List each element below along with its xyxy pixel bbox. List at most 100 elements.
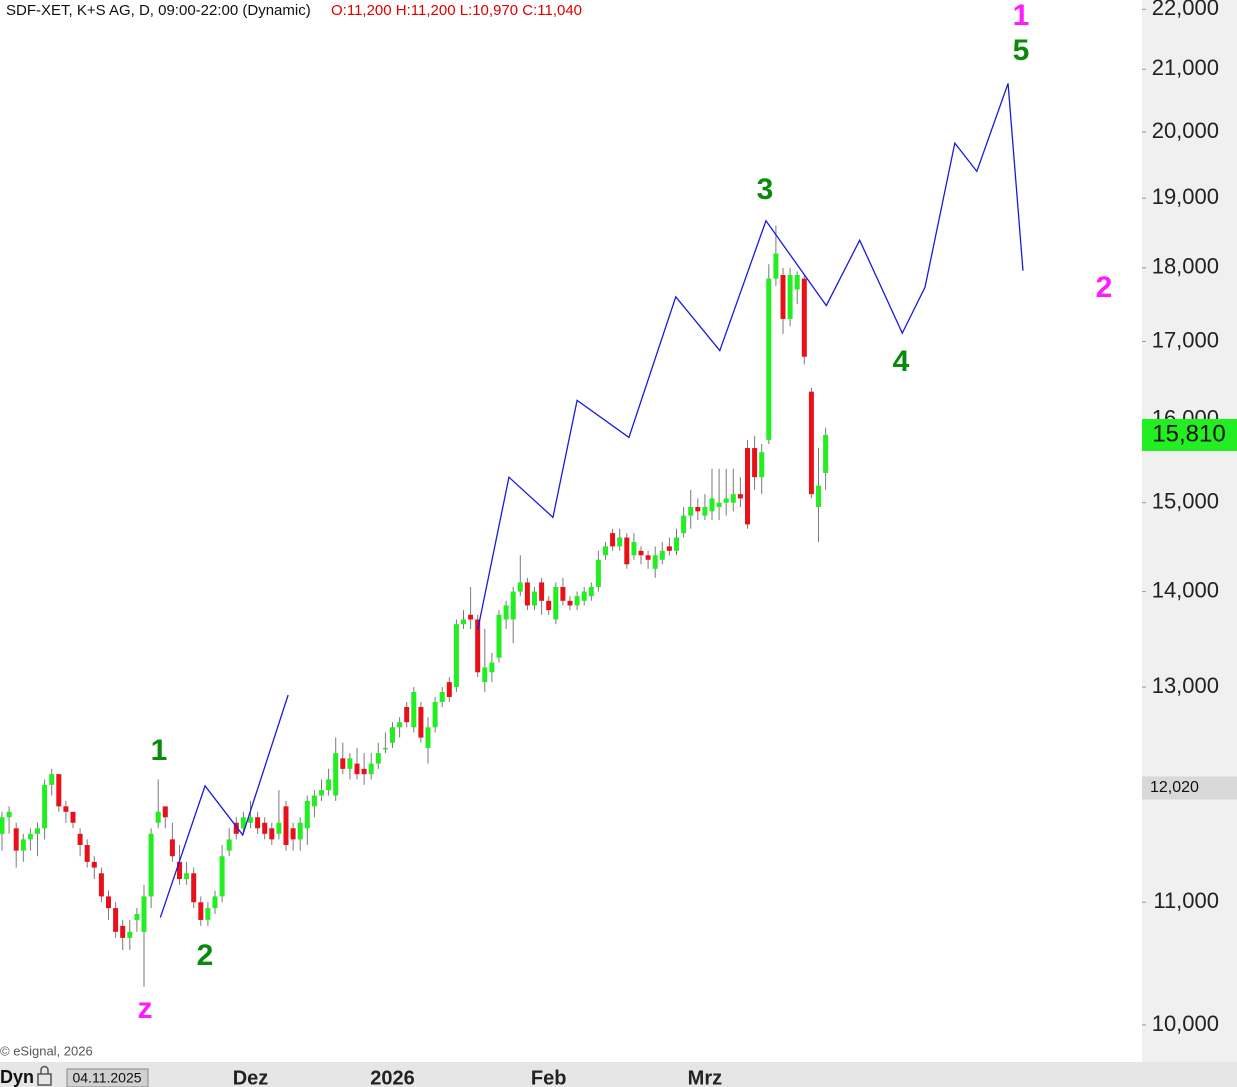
candle-body (453, 624, 459, 688)
candle-body (375, 753, 381, 764)
candle-body (191, 873, 197, 903)
x-tick-label: Mrz (688, 1067, 722, 1087)
candle-body (432, 701, 438, 728)
x-tick-label: Dez (233, 1067, 269, 1087)
candle-body (276, 822, 282, 834)
candle-body (248, 817, 253, 823)
candle-body (361, 768, 367, 775)
y-tick-label: 17,000 (1152, 327, 1219, 352)
candle-body (588, 586, 594, 597)
candle-body (49, 774, 55, 785)
candle-body (0, 817, 5, 834)
candle-body (219, 856, 225, 897)
candle-body (823, 434, 829, 473)
candle-body (42, 784, 48, 829)
candle-body (382, 747, 388, 750)
candle-body (425, 727, 431, 748)
wave-label: 2 (1096, 271, 1113, 304)
lock-icon (37, 1065, 52, 1086)
candle-body (510, 591, 516, 620)
candle-body (446, 682, 452, 697)
candle-body (411, 692, 417, 728)
candle-body (794, 275, 800, 290)
y-tick-label: 18,000 (1152, 254, 1219, 279)
candle-body (496, 614, 502, 658)
candle-body (766, 278, 772, 440)
time-axis-panel (0, 1062, 1237, 1087)
candle-body (198, 902, 204, 920)
y-tick-label: 10,000 (1152, 1011, 1219, 1036)
candle-body (652, 555, 658, 569)
candle-body (517, 582, 523, 592)
candle-body (624, 537, 630, 565)
wave-label: 3 (757, 173, 774, 206)
x-tick-label: Feb (531, 1067, 567, 1087)
candle-body (666, 546, 672, 551)
candle-body (595, 559, 601, 587)
candle-body (816, 485, 821, 508)
candle-body (631, 541, 637, 556)
y-tick-label: 14,000 (1152, 577, 1219, 602)
copyright: © eSignal, 2026 (0, 1043, 93, 1058)
candle-body (610, 533, 616, 547)
price-marker-label: 12,020 (1150, 779, 1199, 796)
y-tick-label: 21,000 (1152, 55, 1219, 80)
candle-body (70, 811, 76, 823)
price-marker-box (1142, 418, 1237, 451)
candle-body (532, 591, 537, 606)
candle-body (681, 515, 687, 534)
candle-body (290, 828, 296, 840)
candle-body (127, 931, 133, 938)
candle-body (155, 811, 161, 823)
candle-body (489, 662, 495, 673)
candle-body (169, 839, 175, 857)
candle-body (56, 774, 62, 807)
candle-body (304, 800, 310, 829)
candle-body (113, 908, 119, 932)
wave-label: 4 (893, 345, 910, 378)
ohlc-readout: O:11,200 H:11,200 L:10,970 C:11,040 (331, 2, 582, 19)
candle-body (546, 600, 552, 611)
candle-body (468, 614, 474, 620)
y-tick-label: 20,000 (1152, 118, 1219, 143)
candle-body (560, 586, 566, 601)
candle-body (752, 448, 758, 478)
candle-body (162, 806, 168, 818)
candle-body (319, 790, 324, 796)
candle-body (134, 914, 140, 920)
candle-body (226, 839, 232, 851)
candle-body (787, 275, 793, 319)
candle-body (311, 795, 317, 807)
candle-body (106, 896, 111, 909)
candle-body (255, 817, 261, 829)
candle-body (27, 833, 33, 840)
candle-body (184, 873, 190, 880)
y-tick-label: 13,000 (1152, 673, 1219, 698)
candle-body (347, 758, 353, 769)
candle-body (780, 275, 786, 319)
price-axis-panel (1142, 0, 1237, 1087)
candle-body (269, 828, 275, 840)
candle-body (148, 833, 154, 897)
candle-body (84, 844, 90, 862)
candle-body (397, 722, 403, 728)
candle-body (773, 253, 779, 279)
candle-body (603, 546, 608, 556)
candle-body (98, 873, 104, 897)
wave-label: z (138, 992, 153, 1025)
chart-title: SDF-XET, K+S AG, D, 09:00-22:00 (Dynamic… (6, 2, 311, 19)
candle-body (13, 828, 19, 851)
candle-body (35, 828, 40, 834)
wave-line (477, 83, 1024, 630)
mode-label: Dyn (0, 1067, 34, 1087)
candle-body (617, 537, 623, 547)
candle-body (581, 591, 587, 601)
candle-body (240, 817, 246, 829)
candle-body (333, 753, 339, 796)
candle-body (340, 758, 346, 769)
candle-body (141, 896, 147, 932)
candle-body (233, 822, 239, 834)
candle-body (730, 494, 736, 503)
price-marker-label: 15,810 (1152, 420, 1225, 447)
